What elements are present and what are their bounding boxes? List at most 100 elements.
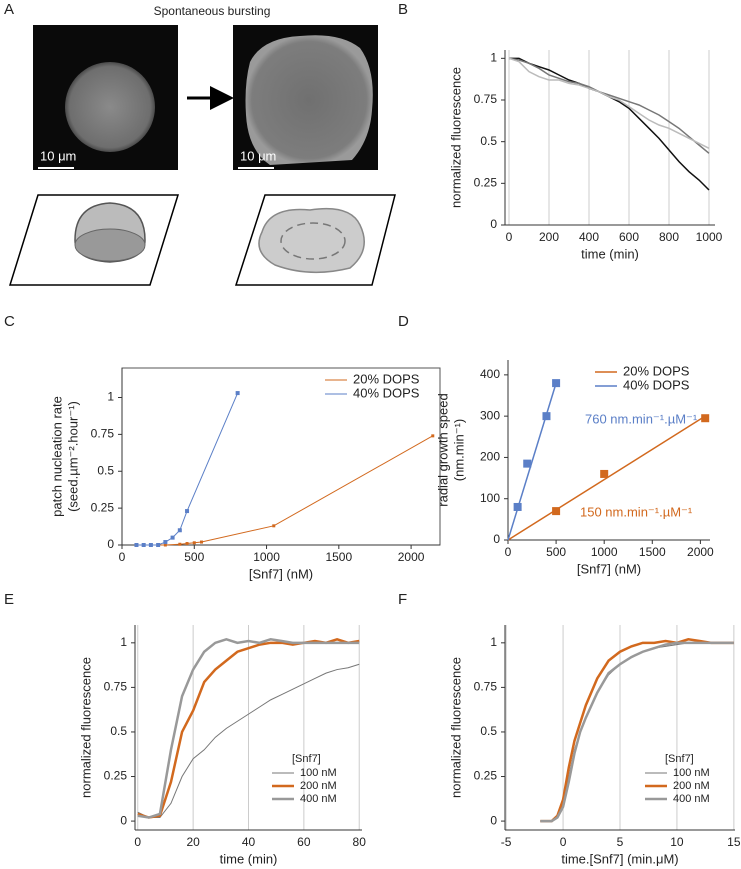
x-tick-label: 500 (184, 550, 204, 564)
y-tick-label: 0.5 (480, 134, 497, 148)
original-outline (280, 222, 346, 260)
y-tick-label: 200 (480, 450, 500, 464)
y-tick-label: 0.5 (480, 724, 497, 738)
x-tick-label: 0 (560, 835, 567, 849)
y-tick-label: 0.25 (104, 769, 128, 783)
legend-label: 200 nM (673, 780, 710, 792)
x-tick-label: 0 (134, 835, 141, 849)
series-line (540, 637, 734, 823)
panel-label: B (398, 1, 408, 18)
vesicle (65, 62, 155, 152)
legend-title: [Snf7] (665, 753, 694, 765)
series-line (540, 641, 734, 823)
y-axis-label: (nm.min⁻¹) (451, 419, 466, 481)
x-tick-label: 1000 (591, 545, 618, 559)
marker (200, 540, 203, 544)
x-tick-label: 200 (539, 230, 559, 244)
series-line (137, 637, 360, 819)
marker (178, 542, 182, 546)
marker (177, 528, 182, 533)
marker (552, 507, 561, 516)
panel-label: E (4, 591, 14, 608)
x-axis-label: time (min) (581, 246, 639, 261)
y-tick-label: 1 (120, 635, 127, 649)
marker (156, 543, 161, 547)
y-axis-label: normalized fluorescence (448, 657, 463, 798)
marker (192, 541, 196, 545)
y-axis-label: normalized fluorescence (448, 67, 463, 208)
legend-label: 20% DOPS (353, 371, 420, 386)
marker (148, 543, 153, 547)
y-tick-label: 1 (107, 390, 114, 404)
marker (523, 459, 532, 468)
marker (185, 509, 190, 514)
x-tick-label: 1500 (325, 550, 352, 564)
annotation: 760 nm.min⁻¹.µM⁻¹ (585, 411, 698, 426)
vesicle-base (74, 228, 146, 262)
y-tick-label: 300 (480, 408, 500, 422)
annotation: 150 nm.min⁻¹.µM⁻¹ (580, 504, 693, 519)
y-tick-label: 0 (120, 813, 127, 827)
y-tick-label: 0 (490, 813, 497, 827)
legend-label: 40% DOPS (353, 385, 420, 400)
scale-bar-label: 10 μm (240, 148, 276, 163)
marker (542, 412, 551, 421)
y-tick-label: 0.75 (474, 92, 498, 106)
x-tick-label: 800 (659, 230, 679, 244)
x-axis-label: [Snf7] (nM) (577, 561, 641, 576)
marker (513, 502, 522, 511)
x-tick-label: 5 (617, 835, 624, 849)
burst-patch (258, 207, 365, 274)
marker (134, 543, 139, 547)
x-tick-label: 0 (119, 550, 126, 564)
y-tick-label: 1 (490, 635, 497, 649)
x-axis-label: [Snf7] (nM) (249, 566, 313, 581)
marker (185, 542, 189, 546)
marker (163, 540, 168, 545)
x-tick-label: 500 (546, 545, 566, 559)
panel-label: F (398, 591, 407, 608)
legend-title: [Snf7] (292, 753, 321, 765)
x-tick-label: 600 (619, 230, 639, 244)
y-tick-label: 0 (490, 217, 497, 231)
y-tick-label: 0.5 (110, 724, 127, 738)
series-line (508, 57, 710, 154)
y-tick-label: 0 (493, 532, 500, 546)
burst-vesicle (245, 35, 373, 166)
marker (272, 524, 276, 528)
panel-label: D (398, 313, 409, 330)
x-tick-label: 10 (670, 835, 684, 849)
x-tick-label: 15 (727, 835, 741, 849)
series-line (137, 663, 360, 819)
y-tick-label: 400 (480, 367, 500, 381)
legend-label: 100 nM (300, 767, 337, 779)
y-axis-label: normalized fluorescence (78, 657, 93, 798)
marker (163, 543, 167, 547)
legend-label: 20% DOPS (623, 363, 690, 378)
x-tick-label: 40 (242, 835, 256, 849)
y-axis-label: patch nucleation rate (49, 396, 64, 517)
y-tick-label: 1 (490, 51, 497, 65)
y-axis-label: (seed.µm⁻².hour⁻¹) (65, 401, 80, 512)
x-tick-label: 2000 (398, 550, 425, 564)
panel-a-title: Spontaneous bursting (154, 4, 271, 18)
marker (141, 543, 146, 547)
marker (235, 391, 240, 396)
legend-label: 40% DOPS (623, 377, 690, 392)
series-line (509, 57, 710, 191)
x-axis-label: time.[Snf7] (min.μM) (561, 851, 678, 866)
x-tick-label: 2000 (687, 545, 714, 559)
legend-label: 200 nM (300, 780, 337, 792)
y-tick-label: 0.75 (104, 680, 128, 694)
x-axis-label: time (min) (220, 851, 278, 866)
marker (600, 469, 609, 478)
marker (170, 535, 175, 540)
x-tick-label: 1000 (253, 550, 280, 564)
y-tick-label: 100 (480, 491, 500, 505)
legend-label: 400 nM (673, 793, 710, 805)
series-line (508, 57, 710, 150)
x-tick-label: 0 (506, 230, 513, 244)
y-tick-label: 0.75 (474, 680, 498, 694)
marker (431, 434, 435, 438)
